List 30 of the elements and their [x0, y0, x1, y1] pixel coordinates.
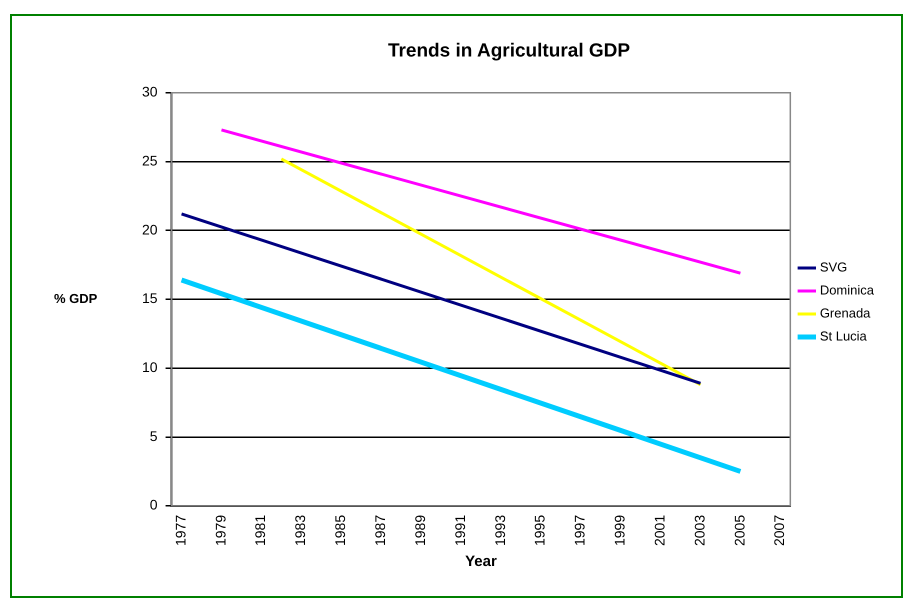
- x-tick-label: 2003: [691, 514, 708, 546]
- legend-label: Grenada: [820, 306, 872, 321]
- legend-label: St Lucia: [820, 328, 868, 344]
- x-tick-label: 1997: [572, 514, 588, 546]
- y-tick-label: 15: [142, 290, 158, 306]
- x-tick-label: 1985: [332, 514, 348, 546]
- x-tick-label: 2007: [771, 514, 788, 546]
- y-tick-label: 10: [142, 359, 158, 376]
- x-tick-label: 1979: [212, 514, 228, 546]
- y-axis-title: % GDP: [54, 290, 98, 306]
- x-tick-label: 1977: [172, 514, 188, 546]
- x-tick-label: 1995: [532, 514, 548, 546]
- x-tick-label: 1981: [252, 514, 268, 546]
- x-tick-label: 2005: [731, 514, 748, 546]
- legend-label: Dominica: [820, 282, 875, 298]
- x-tick-label: 1991: [452, 514, 468, 546]
- x-axis-title: Year: [465, 553, 497, 570]
- x-tick-label: 1999: [612, 514, 628, 546]
- x-tick-label: 2001: [651, 514, 668, 546]
- x-tick-label: 1989: [412, 514, 428, 546]
- y-tick-label: 25: [142, 152, 158, 168]
- y-tick-label: 20: [142, 221, 158, 238]
- legend-label: SVG: [820, 260, 848, 275]
- x-tick-label: 1987: [372, 514, 388, 546]
- y-tick-label: 5: [150, 428, 158, 444]
- y-tick-label: 0: [150, 496, 158, 513]
- chart-title: Trends in Agricultural GDP: [388, 40, 630, 62]
- x-tick-label: 1993: [492, 514, 508, 546]
- x-tick-label: 1983: [292, 514, 308, 546]
- y-tick-label: 30: [142, 84, 158, 100]
